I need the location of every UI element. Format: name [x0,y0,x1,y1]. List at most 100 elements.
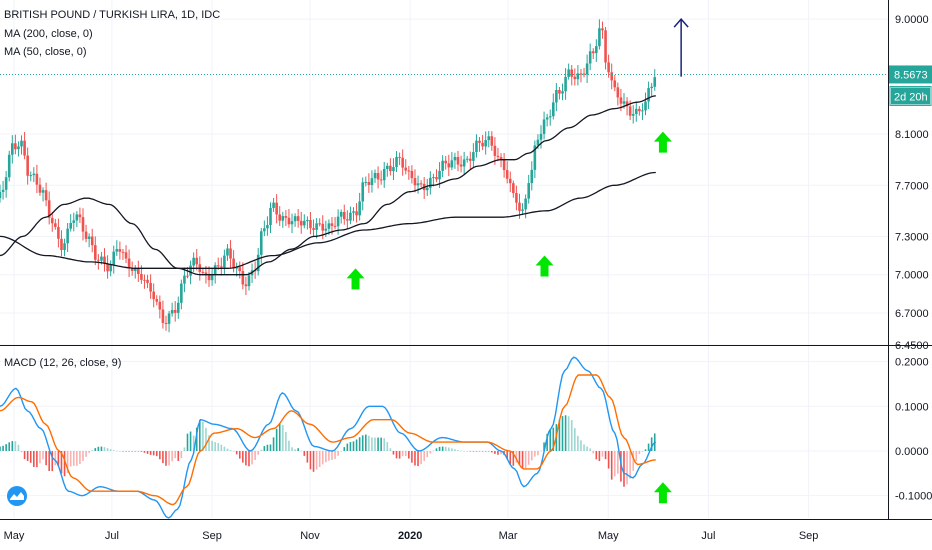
candle-body [533,145,537,170]
macd-histogram-bar [288,440,290,451]
candle-body [364,181,368,183]
macd-histogram-bar [534,450,536,457]
macd-histogram-bar [42,450,44,460]
candle-body [453,156,457,161]
candle-body [272,202,275,208]
macd-histogram-bar [358,437,361,451]
candle-body [564,76,567,92]
macd-histogram-bar [269,444,272,451]
candle-body [561,91,564,94]
macd-histogram-bar [629,450,631,479]
time-axis-label: Sep [202,530,222,542]
candle-body [161,309,165,323]
macd-histogram-bar [574,428,576,451]
macd-histogram-bar [315,450,318,470]
price-tag-value: 8.5673 [894,69,928,81]
macd-histogram-bar [438,446,441,451]
macd-histogram-bar [88,450,90,453]
candle-body [622,101,626,104]
candle-body [269,207,272,226]
candle-body [235,267,238,269]
macd-histogram-bar [85,450,87,457]
candle-body [435,177,438,180]
macd-histogram-bar [328,450,330,461]
candle-body [524,198,527,210]
macd-histogram-bar [309,450,312,470]
macd-histogram-bar [444,446,447,451]
candle-body [548,116,552,118]
macd-histogram-bar [29,450,32,463]
macd-histogram-bar [570,419,573,451]
green-up-arrow [346,268,365,290]
macd-histogram-bar [601,450,604,457]
candle-body [57,226,60,239]
candle-body [226,248,229,256]
macd-histogram-bar [441,446,444,451]
price-axis-label: 7.3000 [895,231,929,243]
macd-histogram-bar [469,450,472,452]
candle-body [576,73,580,80]
macd-histogram-bar [106,448,109,451]
macd-histogram-bar [2,445,4,451]
macd-histogram-bar [460,450,462,452]
candle-body [287,217,291,225]
macd-histogram-bar [208,435,210,451]
candle-body [17,146,20,150]
macd-histogram-bar [26,450,29,461]
macd-histogram-bar [266,444,269,451]
macd-histogram-bar [36,450,38,468]
macd-histogram-bar [128,450,130,452]
macd-legend: MACD (12, 26, close, 9) [4,357,122,369]
macd-histogram-bar [647,443,650,451]
candle-body [60,238,63,251]
price-axis-label: 6.4500 [895,340,929,352]
candle-body [232,258,235,269]
candle-body [601,28,604,31]
macd-histogram-bar [134,450,137,452]
macd-histogram-bar [251,450,253,465]
macd-histogram-bar [420,450,422,465]
macd-histogram-bar [177,450,180,461]
candle-body [306,220,309,222]
candle-body [398,156,401,158]
macd-histogram-bar [137,450,140,452]
macd-histogram-bar [325,450,327,463]
macd-histogram-bar [112,450,115,451]
macd-histogram-bar [97,446,100,451]
price-axis-label: 8.1000 [895,129,929,141]
candle-body [551,102,555,117]
candle-body [41,190,45,193]
macd-histogram-bar [509,450,512,465]
macd-histogram-bar [57,450,60,466]
candle-body [210,274,214,281]
macd-histogram-bar [374,437,376,451]
candle-body [26,155,29,176]
candle-body [263,228,266,232]
macd-histogram-bar [168,450,170,466]
candle-body [324,228,328,231]
candle-body [441,160,444,171]
candle-body [78,214,82,218]
candle-body [204,272,208,276]
candle-body [542,119,546,134]
macd-histogram-bar [294,449,296,451]
macd-histogram-bar [451,448,453,451]
candle-body [447,163,451,168]
macd-histogram-bar [263,446,266,451]
candle-body [558,89,561,94]
macd-histogram-bar [454,449,456,451]
candle-body [545,117,549,120]
macd-histogram-bar [401,450,404,457]
macd-histogram-bar [481,450,484,452]
candle-body [220,266,223,268]
candle-body [69,222,72,229]
candle-body [112,251,116,265]
macd-histogram-bar [527,450,530,465]
candle-body [450,160,454,168]
macd-histogram-bar [604,450,607,460]
macd-histogram-bar [432,450,435,452]
macd-axis-label: -0.1000 [895,491,932,503]
candle-body [386,165,389,169]
candle-body [487,136,491,141]
